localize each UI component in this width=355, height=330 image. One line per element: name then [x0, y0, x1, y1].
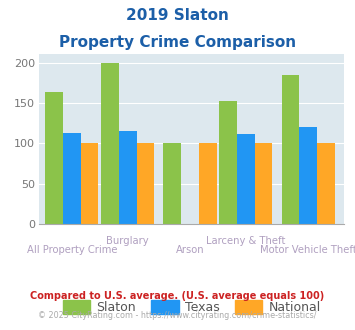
Bar: [237, 134, 255, 224]
Bar: [63, 133, 81, 224]
Text: Motor Vehicle Theft: Motor Vehicle Theft: [260, 245, 355, 255]
Text: Property Crime Comparison: Property Crime Comparison: [59, 35, 296, 50]
Bar: [137, 144, 154, 224]
Legend: Slaton, Texas, National: Slaton, Texas, National: [58, 295, 326, 319]
Bar: [282, 75, 299, 224]
Bar: [219, 101, 237, 224]
Text: 2019 Slaton: 2019 Slaton: [126, 8, 229, 23]
Bar: [119, 131, 137, 224]
Bar: [317, 144, 335, 224]
Bar: [45, 92, 63, 224]
Bar: [299, 127, 317, 224]
Bar: [199, 144, 217, 224]
Bar: [81, 144, 98, 224]
Bar: [101, 63, 119, 224]
Bar: [163, 143, 181, 224]
Text: Larceny & Theft: Larceny & Theft: [206, 236, 285, 246]
Text: All Property Crime: All Property Crime: [27, 245, 117, 255]
Bar: [255, 144, 272, 224]
Text: Arson: Arson: [176, 245, 204, 255]
Text: Burglary: Burglary: [106, 236, 149, 246]
Text: Compared to U.S. average. (U.S. average equals 100): Compared to U.S. average. (U.S. average …: [31, 291, 324, 301]
Text: © 2025 CityRating.com - https://www.cityrating.com/crime-statistics/: © 2025 CityRating.com - https://www.city…: [38, 311, 317, 320]
